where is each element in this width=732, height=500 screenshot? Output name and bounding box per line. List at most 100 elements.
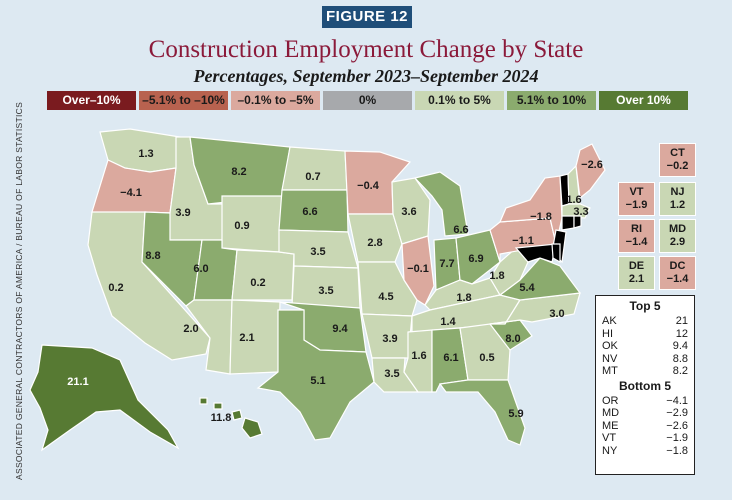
label-ID: 3.9 [175, 207, 190, 219]
label-IL: −0.1 [407, 263, 429, 275]
top5-header: Top 5 [629, 299, 661, 313]
callout-value: 1.2 [669, 199, 686, 211]
label-MT: 8.2 [231, 166, 246, 178]
map-subtitle: Percentages, September 2023–September 20… [193, 66, 539, 86]
state-AK [29, 344, 180, 452]
rank-value: −1.9 [666, 432, 688, 444]
callout-state: DE [628, 260, 645, 272]
table-row: VT −1.9 [602, 432, 688, 445]
legend-item-neg01-to-neg5: –0.1% to –5% [231, 91, 320, 110]
callout-MD: MD 2.9 [659, 219, 696, 253]
legend-item-over-neg10: Over–10% [47, 91, 136, 110]
state-DE [551, 243, 561, 264]
callout-state: RI [631, 223, 642, 235]
label-OK: 9.4 [332, 323, 348, 335]
callout-value: −1.9 [625, 199, 648, 211]
label-SC: 8.0 [505, 333, 520, 345]
label-UT: 6.0 [193, 263, 208, 275]
rank-state: OK [602, 340, 618, 352]
label-CO: 0.2 [250, 277, 265, 289]
state-ME [575, 143, 606, 200]
callout-state: NJ [670, 186, 685, 198]
callout-state: DC [669, 260, 686, 272]
state-CO [231, 249, 295, 301]
label-VA: 5.4 [519, 282, 535, 294]
state-GA [459, 323, 511, 381]
label-NH: 1.6 [566, 194, 581, 206]
callout-RI: RI −1.4 [618, 219, 655, 253]
label-LA: 3.5 [384, 368, 399, 380]
state-value-labels: 1.3 −4.1 0.2 3.9 8.8 8.2 0.9 6.0 2.0 0.2… [67, 148, 603, 424]
state-RI [573, 215, 582, 229]
label-HI: 11.8 [211, 412, 232, 424]
state-HI-oahu [213, 402, 223, 410]
state-OH [455, 229, 501, 285]
table-row: NY −1.8 [602, 445, 688, 458]
state-ND [281, 146, 348, 191]
legend-item-pos01-to-5: 0.1% to 5% [415, 91, 504, 110]
label-TX: 5.1 [310, 375, 325, 387]
rank-state: MT [602, 365, 618, 377]
callout-value: 2.9 [669, 236, 686, 248]
label-SD: 6.6 [302, 206, 317, 218]
label-NY: −1.8 [530, 211, 552, 223]
rank-value: 12 [675, 327, 688, 340]
rank-value: −2.6 [666, 419, 688, 432]
table-row: NV 8.8 [602, 353, 688, 366]
label-AL: 6.1 [443, 352, 458, 364]
state-TX [256, 309, 375, 441]
state-CT [561, 215, 575, 231]
rank-value: −1.8 [666, 444, 688, 457]
state-MD [514, 243, 557, 263]
legend: Over–10% –5.1% to –10% –0.1% to –5% 0% 0… [47, 91, 688, 110]
label-MO: 4.5 [378, 291, 393, 303]
callout-value: −1.4 [625, 236, 648, 248]
rank-state: HI [602, 327, 613, 340]
map-title: Construction Employment Change by State [148, 36, 584, 63]
state-HI-kauai [199, 397, 208, 405]
callout-CT: CT −0.2 [659, 143, 696, 177]
rank-value: −2.9 [666, 407, 688, 419]
state-HI [241, 417, 263, 439]
label-AK: 21.1 [67, 376, 88, 388]
label-ND: 0.7 [305, 171, 320, 183]
rank-value: 8.8 [672, 352, 688, 365]
table-row: HI 12 [602, 328, 688, 341]
label-KS: 3.5 [318, 285, 333, 297]
table-row: ME −2.6 [602, 420, 688, 433]
label-TN: 1.4 [440, 316, 456, 328]
state-MI [413, 171, 469, 237]
label-IA: 2.8 [367, 237, 382, 249]
callout-NJ: NJ 1.2 [659, 182, 696, 216]
label-AR: 3.9 [382, 333, 397, 345]
callout-state: VT [629, 186, 644, 198]
bottom5-header: Bottom 5 [619, 378, 671, 393]
label-NC: 3.0 [549, 308, 564, 320]
label-OR: −4.1 [120, 187, 142, 199]
legend-item-over-10: Over 10% [599, 91, 688, 110]
label-GA: 0.5 [479, 352, 494, 364]
figure-label: FIGURE 12 [322, 6, 412, 28]
rank-state: OR [602, 394, 619, 407]
callout-DE: DE 2.1 [618, 256, 655, 290]
callout-state: CT [670, 147, 685, 159]
legend-item-pos51-to-10: 5.1% to 10% [507, 91, 596, 110]
rank-state: MD [602, 407, 620, 419]
label-WI: 3.6 [401, 206, 416, 218]
table-row: OK 9.4 [602, 340, 688, 353]
label-IN: 7.7 [439, 258, 454, 270]
legend-item-zero: 0% [323, 91, 412, 110]
table-row: OR −4.1 [602, 395, 688, 408]
label-WA: 1.3 [138, 148, 153, 160]
legend-item-neg5-to-neg10: –5.1% to –10% [139, 91, 228, 110]
label-NE: 3.5 [310, 246, 325, 258]
state-FL [438, 379, 526, 446]
label-WY: 0.9 [234, 220, 249, 232]
rank-value: 21 [675, 315, 688, 327]
table-row: MT 8.2 [602, 365, 688, 378]
callout-value: −1.4 [666, 273, 689, 285]
rank-value: −4.1 [666, 394, 688, 407]
label-AZ: 2.0 [183, 323, 198, 335]
label-KY: 1.8 [456, 292, 471, 304]
